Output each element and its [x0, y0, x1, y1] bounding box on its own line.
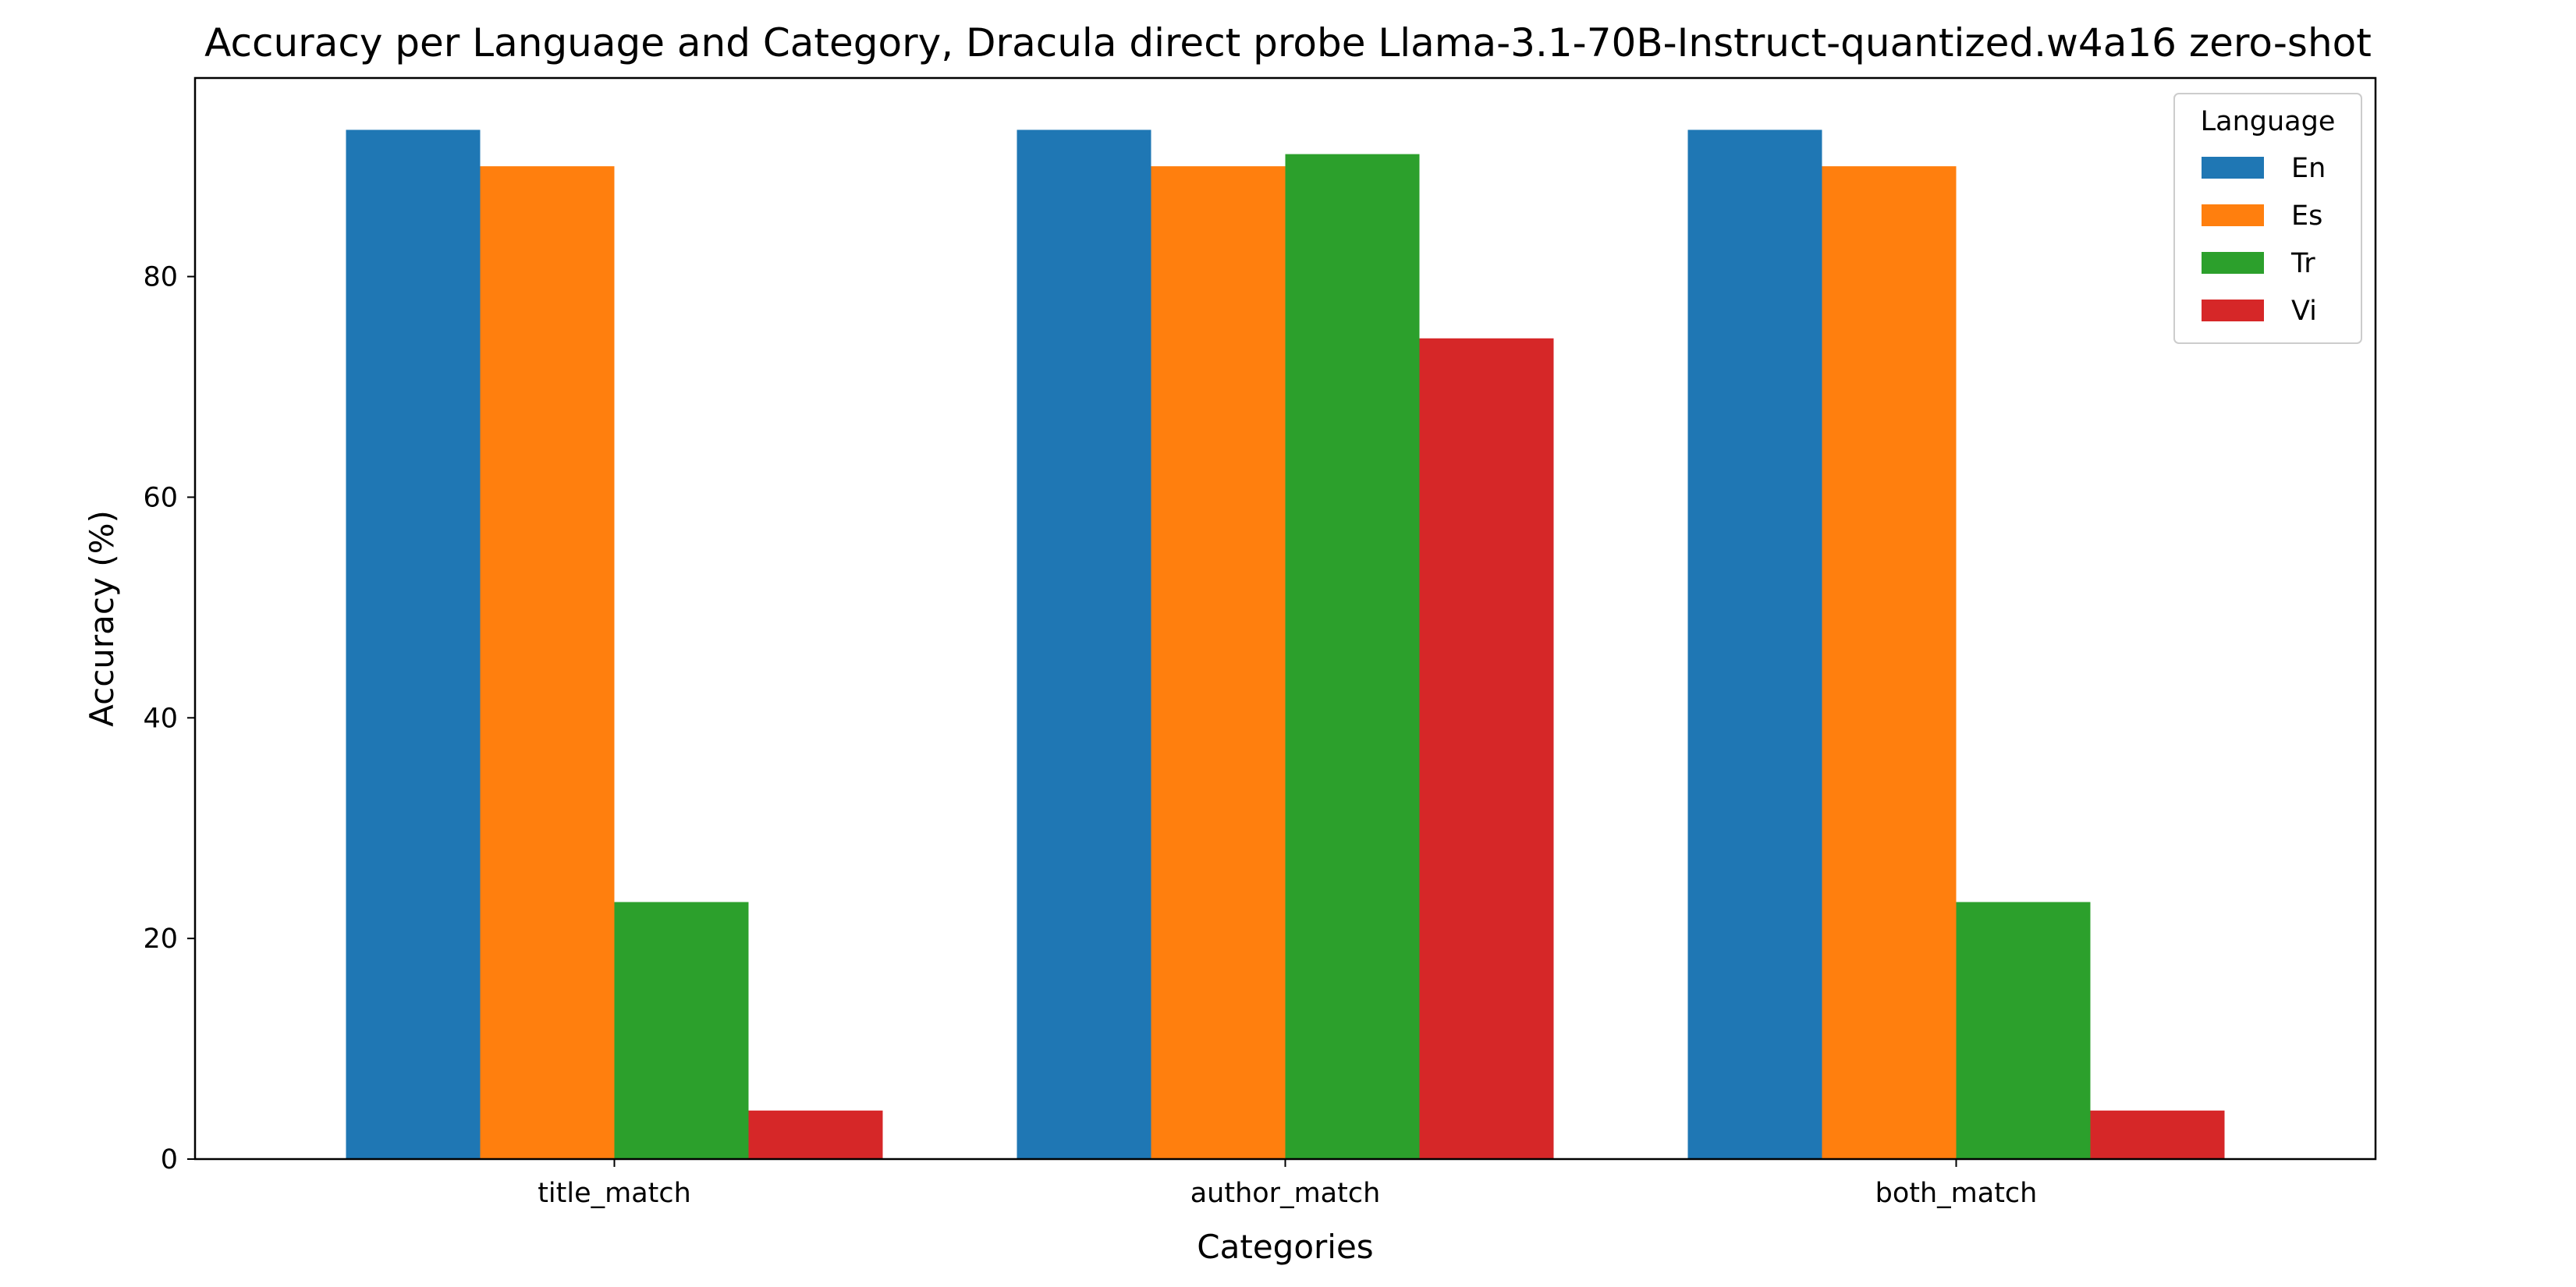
- legend-swatch-en: [2202, 157, 2264, 179]
- x-tick-label: title_match: [538, 1178, 691, 1209]
- x-axis-ticks: title_match author_match both_match: [538, 1159, 2037, 1209]
- bar-vi-both_match: [2090, 1110, 2225, 1159]
- y-tick-label: 0: [161, 1144, 178, 1175]
- bar-es-title_match: [480, 166, 615, 1160]
- legend: Language En Es Tr Vi: [2173, 93, 2362, 344]
- bars-group: [346, 129, 2225, 1160]
- bar-vi-author_match: [1419, 338, 1554, 1159]
- x-tick-label: both_match: [1875, 1178, 2038, 1209]
- bar-tr-author_match: [1285, 154, 1420, 1160]
- legend-label-tr: Tr: [2290, 248, 2315, 279]
- y-axis-label: Accuracy (%): [83, 510, 121, 727]
- bar-tr-title_match: [614, 902, 749, 1159]
- legend-title: Language: [2201, 106, 2336, 137]
- legend-swatch-vi: [2202, 300, 2264, 321]
- legend-label-en: En: [2291, 153, 2326, 184]
- plot-frame: [193, 76, 2377, 1161]
- y-tick-label: 80: [143, 262, 178, 293]
- x-tick-label: author_match: [1190, 1178, 1381, 1209]
- bar-vi-title_match: [748, 1110, 883, 1159]
- legend-swatch-es: [2202, 204, 2264, 226]
- chart-title: Accuracy per Language and Category, Drac…: [204, 20, 2372, 66]
- legend-label-vi: Vi: [2291, 296, 2317, 327]
- legend-swatch-tr: [2202, 252, 2264, 274]
- bar-es-both_match: [1822, 166, 1957, 1160]
- y-tick-label: 40: [143, 703, 178, 734]
- bar-tr-both_match: [1956, 902, 2091, 1159]
- legend-entries: En Es Tr Vi: [2202, 153, 2326, 327]
- y-tick-label: 60: [143, 482, 178, 513]
- bar-en-author_match: [1017, 129, 1151, 1159]
- legend-box: [2173, 93, 2362, 344]
- y-tick-label: 20: [143, 924, 178, 955]
- bar-en-title_match: [346, 129, 481, 1159]
- bar-es-author_match: [1151, 166, 1286, 1160]
- bar-en-both_match: [1687, 129, 1822, 1159]
- y-axis-ticks: 0 20 40 60 80: [143, 262, 195, 1175]
- legend-label-es: Es: [2291, 200, 2322, 232]
- x-axis-label: Categories: [1197, 1228, 1373, 1266]
